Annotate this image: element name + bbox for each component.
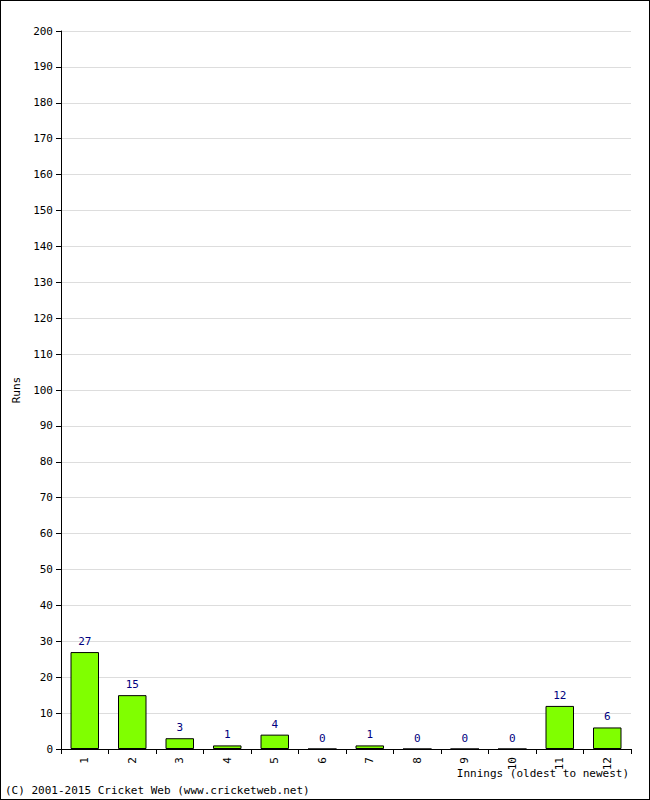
svg-text:7: 7 (363, 757, 376, 764)
svg-text:12: 12 (553, 689, 566, 702)
svg-text:0: 0 (46, 743, 53, 756)
svg-text:200: 200 (33, 25, 53, 38)
svg-text:6: 6 (604, 710, 611, 723)
svg-text:Runs: Runs (10, 377, 23, 404)
svg-text:1: 1 (78, 757, 91, 764)
svg-text:5: 5 (268, 757, 281, 764)
svg-text:0: 0 (414, 732, 421, 745)
svg-text:40: 40 (40, 599, 53, 612)
svg-text:180: 180 (33, 96, 53, 109)
svg-text:0: 0 (319, 732, 326, 745)
svg-text:11: 11 (553, 757, 566, 770)
svg-text:100: 100 (33, 384, 53, 397)
svg-text:1: 1 (366, 728, 373, 741)
svg-text:170: 170 (33, 132, 53, 145)
svg-text:2: 2 (126, 757, 139, 764)
svg-text:8: 8 (411, 757, 424, 764)
svg-text:10: 10 (40, 707, 53, 720)
svg-text:160: 160 (33, 168, 53, 181)
svg-text:(C) 2001-2015 Cricket Web (www: (C) 2001-2015 Cricket Web (www.cricketwe… (5, 784, 310, 797)
svg-text:130: 130 (33, 276, 53, 289)
svg-text:90: 90 (40, 419, 53, 432)
svg-text:30: 30 (40, 635, 53, 648)
svg-text:80: 80 (40, 455, 53, 468)
svg-text:0: 0 (461, 732, 468, 745)
svg-text:60: 60 (40, 527, 53, 540)
svg-text:50: 50 (40, 563, 53, 576)
svg-text:6: 6 (316, 757, 329, 764)
svg-text:110: 110 (33, 348, 53, 361)
svg-text:20: 20 (40, 671, 53, 684)
svg-text:0: 0 (509, 732, 516, 745)
svg-text:150: 150 (33, 204, 53, 217)
svg-text:15: 15 (126, 678, 139, 691)
svg-text:10: 10 (506, 757, 519, 770)
svg-text:1: 1 (224, 728, 231, 741)
svg-text:Innings (oldest to newest): Innings (oldest to newest) (456, 767, 629, 780)
svg-text:140: 140 (33, 240, 53, 253)
svg-text:4: 4 (221, 757, 234, 764)
svg-text:27: 27 (78, 635, 91, 648)
svg-text:70: 70 (40, 491, 53, 504)
svg-text:120: 120 (33, 312, 53, 325)
svg-text:9: 9 (458, 757, 471, 764)
svg-text:3: 3 (176, 721, 183, 734)
svg-text:190: 190 (33, 60, 53, 73)
svg-text:3: 3 (173, 757, 186, 764)
svg-text:4: 4 (271, 718, 278, 731)
svg-text:12: 12 (601, 757, 614, 770)
